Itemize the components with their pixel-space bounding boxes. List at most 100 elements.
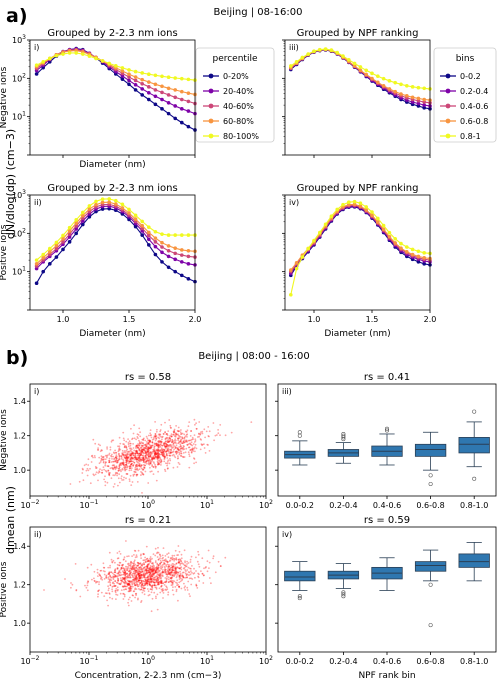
scatter-point — [99, 569, 102, 572]
scatter-point — [147, 447, 150, 450]
scatter-point — [147, 581, 150, 583]
scatter-point — [143, 553, 146, 555]
scatter-point — [135, 473, 138, 476]
scatter-point — [137, 581, 140, 583]
scatter-point — [155, 570, 157, 573]
scatter-point — [141, 574, 143, 577]
data-point — [312, 49, 316, 54]
scatter-point — [139, 562, 142, 564]
scatter-point — [126, 465, 129, 468]
scatter-point — [136, 450, 138, 453]
scatter-point — [158, 456, 161, 459]
scatter-point — [157, 558, 160, 561]
scatter-point — [135, 451, 138, 453]
scatter-point — [127, 459, 129, 462]
scatter-point — [149, 569, 152, 571]
scatter-point — [153, 447, 156, 450]
scatter-point — [137, 454, 139, 457]
data-point — [387, 87, 392, 91]
scatter-point — [155, 465, 157, 468]
scatter-point — [128, 469, 131, 472]
data-point — [410, 95, 415, 100]
scatter-point — [184, 560, 186, 562]
series-line — [290, 204, 431, 273]
scatter-point — [152, 473, 155, 475]
scatter-point — [127, 567, 129, 570]
scatter-point — [123, 466, 125, 469]
scatter-point — [121, 467, 124, 470]
scatter-point — [117, 450, 120, 453]
scatter-point — [139, 563, 142, 565]
scatter-point — [158, 456, 160, 459]
scatter-point — [139, 465, 142, 468]
scatter-point — [143, 584, 146, 586]
scatter-point — [149, 439, 152, 442]
scatter-point — [127, 576, 130, 579]
scatter-point — [148, 574, 151, 576]
scatter-point — [143, 576, 145, 579]
scatter-point — [144, 464, 147, 467]
scatter-point — [120, 456, 123, 459]
scatter-point — [141, 450, 144, 453]
scatter-point — [144, 470, 147, 473]
scatter-point — [102, 466, 105, 469]
data-point — [54, 240, 59, 245]
scatter-point — [147, 463, 150, 465]
scatter-point — [136, 556, 138, 558]
scatter-point — [167, 581, 170, 583]
scatter-point — [177, 571, 180, 574]
scatter-point — [178, 441, 180, 444]
scatter-point — [153, 568, 156, 570]
scatter-point — [179, 445, 182, 448]
scatter-point — [115, 458, 118, 461]
y-tick-label: 101 — [12, 111, 26, 122]
scatter-point — [155, 597, 157, 600]
scatter-point — [134, 596, 137, 599]
scatter-point — [177, 561, 180, 564]
scatter-point — [133, 573, 136, 575]
scatter-point — [157, 566, 160, 569]
scatter-point — [129, 442, 132, 445]
scatter-point — [135, 577, 138, 580]
scatter-point — [92, 473, 95, 476]
scatter-point — [158, 575, 161, 577]
scatter-point — [176, 457, 179, 460]
scatter-point — [155, 566, 158, 569]
scatter-point — [112, 439, 115, 442]
scatter-point — [217, 560, 220, 563]
scatter-point — [173, 433, 175, 436]
scatter-point — [101, 459, 104, 461]
data-point — [153, 236, 158, 240]
scatter-point — [177, 437, 179, 440]
panel-label: ii) — [34, 198, 42, 207]
scatter-point — [97, 479, 99, 482]
scatter-point — [114, 460, 117, 463]
scatter-point — [141, 458, 144, 461]
scatter-point — [127, 453, 129, 455]
scatter-point — [145, 581, 148, 584]
data-point — [166, 93, 171, 97]
scatter-point — [146, 576, 149, 579]
scatter-point — [157, 581, 159, 584]
scatter-point — [126, 569, 128, 571]
scatter-point — [126, 460, 129, 463]
scatter-point — [122, 585, 124, 588]
scatter-point — [199, 433, 202, 436]
scatter-point — [79, 595, 82, 598]
scatter-point — [137, 464, 140, 466]
scatter-point — [168, 452, 171, 455]
scatter-point — [189, 442, 191, 445]
scatter-point — [118, 449, 120, 452]
scatter-point — [158, 581, 161, 583]
scatter-point — [187, 580, 190, 583]
scatter-point — [98, 589, 100, 592]
box-flier — [428, 582, 433, 587]
scatter-point — [164, 468, 166, 471]
scatter-point — [99, 450, 102, 453]
scatter-point — [135, 458, 138, 461]
scatter-point — [125, 450, 128, 452]
data-point — [133, 78, 138, 83]
scatter-point — [171, 583, 174, 586]
scatter-point — [170, 571, 173, 574]
scatter-point — [188, 455, 191, 458]
